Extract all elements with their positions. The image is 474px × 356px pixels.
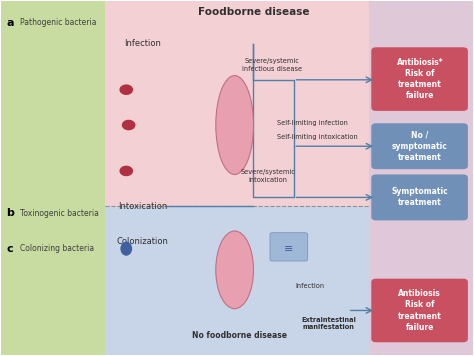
Text: Symptomatic
treatment: Symptomatic treatment [392, 187, 448, 208]
FancyBboxPatch shape [371, 47, 468, 111]
FancyBboxPatch shape [369, 1, 473, 355]
Text: Severe/systemic
intoxication: Severe/systemic intoxication [240, 169, 295, 183]
Ellipse shape [216, 231, 254, 309]
Text: Colonizing bacteria: Colonizing bacteria [20, 244, 94, 253]
Text: Antibiosis*
Risk of
treatment
failure: Antibiosis* Risk of treatment failure [397, 58, 443, 100]
Circle shape [120, 166, 132, 176]
Ellipse shape [216, 75, 254, 174]
FancyBboxPatch shape [371, 123, 468, 169]
Text: Antibiosis
Risk of
treatment
failure: Antibiosis Risk of treatment failure [398, 289, 442, 331]
Text: Intoxication: Intoxication [118, 202, 167, 211]
Text: Infection: Infection [295, 283, 325, 289]
FancyBboxPatch shape [1, 1, 105, 355]
Text: Extraintestinal
manifestation: Extraintestinal manifestation [301, 317, 356, 330]
Circle shape [120, 85, 132, 94]
Text: Self-limiting infection: Self-limiting infection [277, 120, 348, 126]
Text: No foodborne disease: No foodborne disease [192, 331, 287, 340]
Text: Colonization: Colonization [117, 237, 169, 246]
Text: No /
symptomatic
treatment: No / symptomatic treatment [392, 131, 448, 162]
Text: ≡: ≡ [284, 244, 293, 253]
Text: a: a [6, 17, 14, 27]
Text: b: b [6, 208, 14, 218]
Text: Foodborne disease: Foodborne disease [198, 7, 309, 17]
Text: c: c [6, 244, 13, 253]
Text: Infection: Infection [124, 39, 161, 48]
Ellipse shape [120, 242, 132, 256]
FancyBboxPatch shape [371, 279, 468, 342]
FancyBboxPatch shape [371, 174, 468, 220]
Text: Severe/systemic
infectious disease: Severe/systemic infectious disease [242, 58, 302, 72]
Text: Self-limiting intoxication: Self-limiting intoxication [277, 134, 358, 140]
Text: Toxinogenic bacteria: Toxinogenic bacteria [20, 209, 99, 218]
FancyBboxPatch shape [270, 233, 308, 261]
FancyBboxPatch shape [105, 1, 369, 206]
Text: Pathogenic bacteria: Pathogenic bacteria [20, 18, 97, 27]
FancyBboxPatch shape [105, 206, 369, 355]
Circle shape [122, 120, 135, 130]
